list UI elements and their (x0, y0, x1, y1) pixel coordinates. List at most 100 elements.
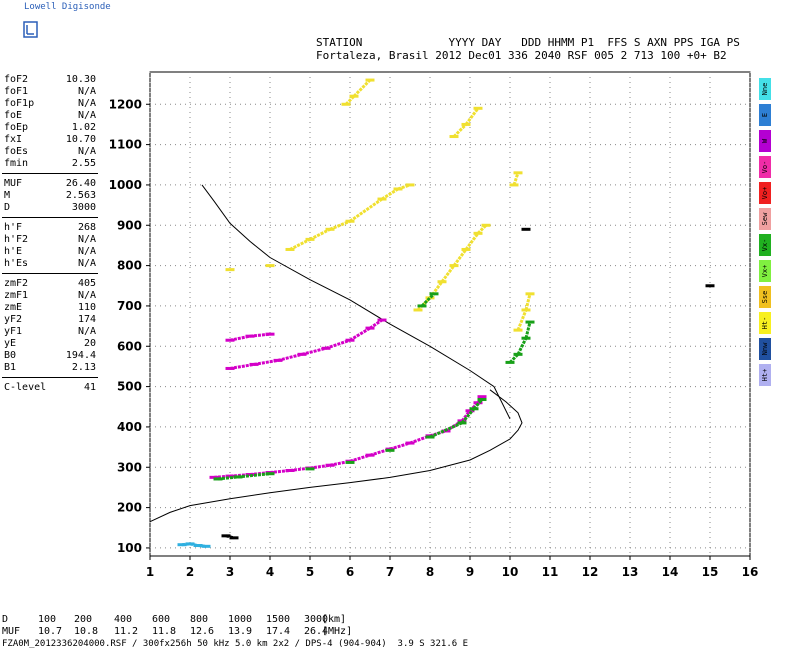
param-h-es: h'Es N/A (4, 258, 96, 270)
echo-point (265, 264, 275, 268)
param-name: fmin (4, 158, 29, 169)
param-name: h'E (4, 246, 23, 257)
param-value: 1.02 (71, 122, 96, 133)
param-fof1: foF1 N/A (4, 86, 96, 98)
param-name: yE (4, 338, 17, 349)
echo-point (265, 472, 275, 476)
y-tick-label: 500 (117, 380, 142, 394)
echo-trace (309, 227, 331, 241)
x-tick-label: 8 (426, 565, 434, 579)
header-line-1: STATION YYYY DAY DDD HHMM P1 FFS S AXN P… (316, 36, 740, 49)
y-tick-label: 600 (117, 339, 142, 353)
x-tick-label: 16 (742, 565, 759, 579)
param-value: 26.40 (65, 178, 96, 189)
y-tick-label: 800 (117, 259, 142, 273)
legend-label: Nnw (761, 342, 769, 356)
param-value: 2.13 (71, 362, 96, 373)
param-value: N/A (77, 290, 96, 301)
param-name: zmE (4, 302, 23, 313)
echo-point (345, 460, 355, 464)
param-fxi: fxI 10.70 (4, 134, 96, 146)
param-zmf2: zmF2 405 (4, 278, 96, 290)
param-fof2: foF2 10.30 (4, 74, 96, 86)
echo-point (377, 318, 387, 322)
echo-point (305, 467, 315, 471)
param-yf1: yF1 N/A (4, 326, 96, 338)
muf-distance-value: 600 (152, 614, 171, 625)
x-tick-label: 3 (226, 565, 234, 579)
x-tick-label: 11 (542, 565, 559, 579)
echo-point (513, 171, 523, 175)
echo-point (429, 292, 439, 296)
y-tick-label: 1200 (109, 97, 142, 111)
file-footer: FZA0M_2012336204000.RSF / 300fx256h 50 k… (2, 639, 468, 649)
echo-point (265, 332, 275, 336)
param-value: N/A (77, 234, 96, 245)
legend-label: Ht+ (761, 368, 769, 382)
echo-point (365, 78, 375, 82)
legend-item-e: E (759, 104, 771, 126)
x-tick-label: 5 (306, 565, 314, 579)
echo-trace (289, 238, 311, 251)
param-name: D (4, 202, 11, 213)
echo-trace (452, 248, 468, 267)
param-value: 10.30 (65, 74, 96, 85)
echo-trace (429, 421, 463, 439)
muf-value: 10.8 (74, 626, 99, 637)
param-value: N/A (77, 326, 96, 337)
x-tick-label: 7 (386, 565, 394, 579)
x-tick-label: 10 (502, 565, 519, 579)
param-value: N/A (77, 258, 96, 269)
distance-label: D (2, 614, 9, 625)
y-tick-label: 700 (117, 299, 142, 313)
legend-item-w: W (759, 130, 771, 152)
param-name: foF2 (4, 74, 29, 85)
echo-point (705, 284, 715, 288)
param-separator (2, 273, 98, 274)
param-separator (2, 217, 98, 218)
param-name: yF1 (4, 326, 23, 337)
echo-point (481, 223, 491, 227)
param-name: foEs (4, 146, 29, 157)
param-name: C-level (4, 382, 47, 393)
x-tick-label: 9 (466, 565, 474, 579)
muf-unit: [MHz] (322, 626, 353, 637)
echo-trace (440, 264, 456, 283)
param-muf: MUF 26.40 (4, 178, 96, 190)
y-tick-label: 100 (117, 541, 142, 555)
x-tick-label: 2 (186, 565, 194, 579)
echo-trace (524, 321, 532, 339)
param-value: N/A (77, 110, 96, 121)
param-name: B1 (4, 362, 17, 373)
param-name: h'Es (4, 258, 29, 269)
muf-value: 13.9 (228, 626, 253, 637)
muf-value: 26.4 (304, 626, 329, 637)
muf-distance-value: 1000 (228, 614, 253, 625)
muf-distance-value: 200 (74, 614, 93, 625)
param-value: 20 (83, 338, 96, 349)
echo-point (477, 395, 487, 399)
legend-item-vo-: Vo- (759, 156, 771, 178)
legend-label: Vo+ (761, 186, 769, 200)
muf-value: 12.6 (190, 626, 215, 637)
legend-item-vx-: Vx- (759, 234, 771, 256)
param-h-f2: h'F2 N/A (4, 234, 96, 246)
echo-trace (452, 123, 468, 138)
param-h-f: h'F 268 (4, 222, 96, 234)
profile-curve-1 (149, 389, 523, 523)
muf-distance-value: 1500 (266, 614, 291, 625)
echo-point (229, 536, 239, 540)
param-value: N/A (77, 146, 96, 157)
param-name: h'F (4, 222, 23, 233)
legend-item-vx-: Vx+ (759, 260, 771, 282)
param-foe: foE N/A (4, 110, 96, 122)
echo-point (225, 268, 235, 272)
echo-trace (460, 407, 476, 424)
param-separator (2, 377, 98, 378)
param-name: h'F2 (4, 234, 29, 245)
param-name: foF1p (4, 98, 35, 109)
param-value: N/A (77, 86, 96, 97)
echo-trace (381, 187, 399, 201)
echo-trace (464, 107, 480, 126)
muf-distance-value: 3000 (304, 614, 329, 625)
